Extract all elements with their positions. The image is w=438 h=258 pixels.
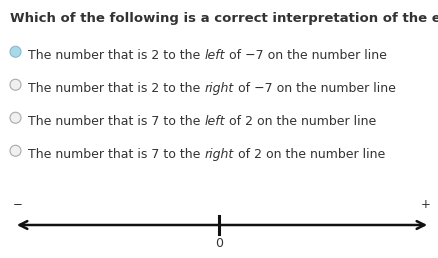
Text: The number that is 2 to the: The number that is 2 to the xyxy=(28,49,204,62)
Text: The number that is 7 to the: The number that is 7 to the xyxy=(28,115,205,128)
Text: left: left xyxy=(204,49,225,62)
Text: The number that is 2 to the: The number that is 2 to the xyxy=(28,82,204,95)
Circle shape xyxy=(10,145,21,156)
Text: +: + xyxy=(421,198,431,211)
Text: of 2 on the number line: of 2 on the number line xyxy=(233,148,385,161)
Text: of −7 on the number line: of −7 on the number line xyxy=(225,49,387,62)
Text: right: right xyxy=(204,82,233,95)
Text: of 2 on the number line: of 2 on the number line xyxy=(225,115,376,128)
Text: right: right xyxy=(205,148,233,161)
Text: Which of the following is a correct interpretation of the expression 2 + 7?: Which of the following is a correct inte… xyxy=(10,12,438,25)
Text: 0: 0 xyxy=(215,237,223,250)
Circle shape xyxy=(10,112,21,123)
Circle shape xyxy=(10,79,21,90)
Text: The number that is 7 to the: The number that is 7 to the xyxy=(28,148,205,161)
Text: −: − xyxy=(13,198,23,211)
Text: left: left xyxy=(205,115,225,128)
Circle shape xyxy=(10,46,21,57)
Text: of −7 on the number line: of −7 on the number line xyxy=(233,82,396,95)
